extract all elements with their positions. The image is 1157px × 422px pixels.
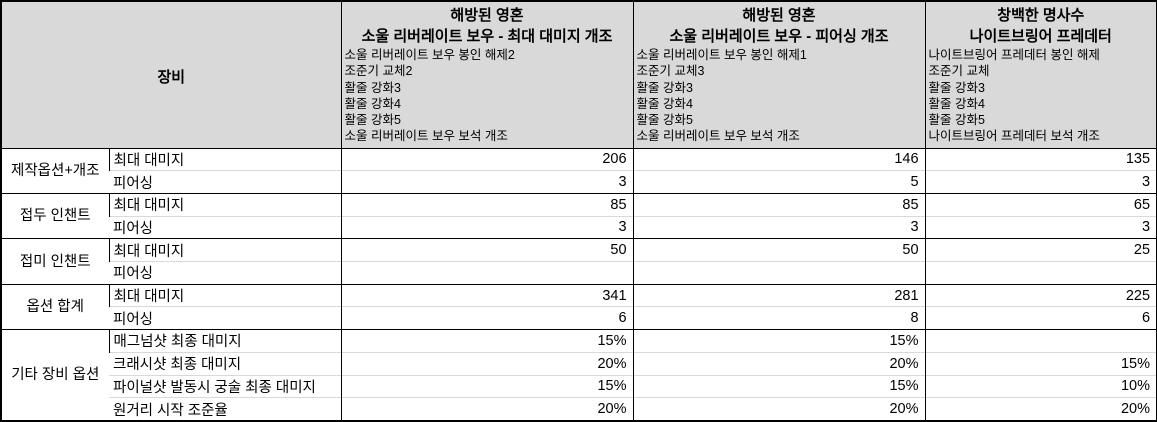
table-row: 피어싱 6 8 6 <box>1 306 1157 330</box>
value-cell: 25 <box>924 238 1157 262</box>
stat-label: 피어싱 <box>109 306 342 330</box>
column-1-detail: 소울 리버레이트 보우 봉인 해제2 <box>344 48 515 62</box>
stat-label: 매그넘샷 최종 대미지 <box>108 329 342 353</box>
value-cell <box>632 261 926 285</box>
table-row: 옵션 합계 최대 대미지 341 281 225 <box>1 283 1157 330</box>
table-row: 기타 장비 옵션 매그넘샷 최종 대미지 15% 15% <box>1 329 1157 421</box>
value-cell: 15% <box>632 329 926 353</box>
value-cell: 3 <box>632 215 926 239</box>
value-cell: 85 <box>632 192 926 217</box>
value-cell: 20% <box>632 351 926 376</box>
value-cell: 135 <box>924 147 1157 171</box>
column-3-detail: 활줄 강화5 <box>928 113 985 128</box>
table-row: 피어싱 <box>1 261 1157 285</box>
column-3-detail: 나이트브링어 프레데터 봉인 해제 <box>928 48 1100 62</box>
table-row: 피어싱 3 5 3 <box>1 170 1157 194</box>
group-label: 옵션 합계 <box>1 283 109 330</box>
stat-label: 피어싱 <box>109 215 342 239</box>
table-row: 접미 인챈트 최대 대미지 50 50 25 <box>1 238 1157 285</box>
table-row: 크래시샷 최종 대미지 20% 20% 15% <box>1 351 1157 376</box>
equipment-header-cell: 장비 <box>1 1 342 149</box>
group-label: 접두 인챈트 <box>1 192 109 239</box>
stat-label: 최대 대미지 <box>108 238 342 262</box>
column-1-detail: 소울 리버레이트 보우 보석 개조 <box>344 129 508 144</box>
column-3-title-line2: 나이트브링어 프레데터 <box>969 28 1112 45</box>
stat-label: 피어싱 <box>109 170 342 194</box>
column-3-detail: 나이트브링어 프레데터 보석 개조 <box>928 129 1100 144</box>
table-row: 피어싱 3 3 3 <box>1 215 1157 239</box>
value-cell: 65 <box>924 192 1157 217</box>
value-cell: 225 <box>924 283 1157 307</box>
value-cell: 3 <box>340 215 634 239</box>
column-1-title-line2: 소울 리버레이트 보우 - 최대 대미지 개조 <box>361 28 613 45</box>
column-1-title-line1: 해방된 영혼 <box>450 7 524 24</box>
column-2-title-line2: 소울 리버레이트 보우 - 피어싱 개조 <box>669 28 889 45</box>
stat-label: 최대 대미지 <box>108 192 342 217</box>
column-1-detail: 활줄 강화5 <box>344 113 401 128</box>
column-2-title-line1: 해방된 영혼 <box>742 7 816 24</box>
column-header-3: 창백한 명사수 나이트브링어 프레데터 나이트브링어 프레데터 봉인 해제 조준… <box>924 1 1157 149</box>
table-row: 제작옵션+개조 최대 대미지 206 146 135 <box>1 147 1157 194</box>
value-cell: 20% <box>924 397 1157 421</box>
value-cell: 5 <box>632 170 926 194</box>
value-cell: 20% <box>340 397 634 421</box>
value-cell: 15% <box>340 329 634 353</box>
column-3-detail: 활줄 강화3 <box>928 80 985 95</box>
column-3-detail: 조준기 교체 <box>928 64 990 79</box>
stat-label: 원거리 시작 조준율 <box>109 397 342 421</box>
column-2-detail: 활줄 강화4 <box>636 96 693 111</box>
column-1-detail: 활줄 강화4 <box>344 96 401 111</box>
table-row: 원거리 시작 조준율 20% 20% 20% <box>1 397 1157 421</box>
column-2-detail: 활줄 강화3 <box>636 80 693 95</box>
value-cell: 50 <box>340 238 634 262</box>
table-row: 파이널샷 발동시 궁술 최종 대미지 15% 15% 10% <box>1 374 1157 398</box>
column-3-title-line1: 창백한 명사수 <box>997 7 1085 24</box>
value-cell: 341 <box>340 283 634 307</box>
column-2-detail: 소울 리버레이트 보우 봉인 해제1 <box>636 48 807 62</box>
value-cell: 146 <box>632 147 926 171</box>
value-cell: 85 <box>340 192 634 217</box>
column-header-2: 해방된 영혼 소울 리버레이트 보우 - 피어싱 개조 소울 리버레이트 보우 … <box>632 1 926 149</box>
column-2-detail: 활줄 강화5 <box>636 113 693 128</box>
value-cell <box>924 329 1157 353</box>
stat-label: 최대 대미지 <box>108 283 342 307</box>
column-1-detail: 조준기 교체2 <box>344 64 413 79</box>
table-row: 접두 인챈트 최대 대미지 85 85 65 <box>1 192 1157 239</box>
group-label: 제작옵션+개조 <box>1 147 109 194</box>
group-label: 기타 장비 옵션 <box>1 329 109 421</box>
column-3-detail: 활줄 강화4 <box>928 96 985 111</box>
value-cell: 6 <box>340 306 634 330</box>
stat-label: 피어싱 <box>109 261 342 285</box>
column-2-detail: 소울 리버레이트 보우 보석 개조 <box>636 129 800 144</box>
value-cell: 15% <box>340 374 634 398</box>
column-2-detail: 조준기 교체3 <box>636 64 705 79</box>
stat-label: 최대 대미지 <box>108 147 342 171</box>
value-cell: 20% <box>340 351 634 376</box>
stat-label: 크래시샷 최종 대미지 <box>109 351 342 376</box>
column-1-detail: 활줄 강화3 <box>344 80 401 95</box>
stat-label: 파이널샷 발동시 궁술 최종 대미지 <box>109 374 342 398</box>
value-cell: 10% <box>924 374 1157 398</box>
value-cell: 8 <box>632 306 926 330</box>
group-label: 접미 인챈트 <box>1 238 109 285</box>
value-cell: 15% <box>924 351 1157 376</box>
value-cell: 281 <box>632 283 926 307</box>
value-cell: 3 <box>340 170 634 194</box>
value-cell <box>924 261 1157 285</box>
value-cell: 20% <box>632 397 926 421</box>
column-header-1: 해방된 영혼 소울 리버레이트 보우 - 최대 대미지 개조 소울 리버레이트 … <box>340 1 634 149</box>
value-cell: 206 <box>340 147 634 171</box>
value-cell: 3 <box>924 170 1157 194</box>
header-row: 장비 해방된 영혼 소울 리버레이트 보우 - 최대 대미지 개조 소울 리버레… <box>1 1 1157 149</box>
value-cell: 50 <box>632 238 926 262</box>
value-cell <box>340 261 634 285</box>
value-cell: 6 <box>924 306 1157 330</box>
value-cell: 3 <box>924 215 1157 239</box>
value-cell: 15% <box>632 374 926 398</box>
